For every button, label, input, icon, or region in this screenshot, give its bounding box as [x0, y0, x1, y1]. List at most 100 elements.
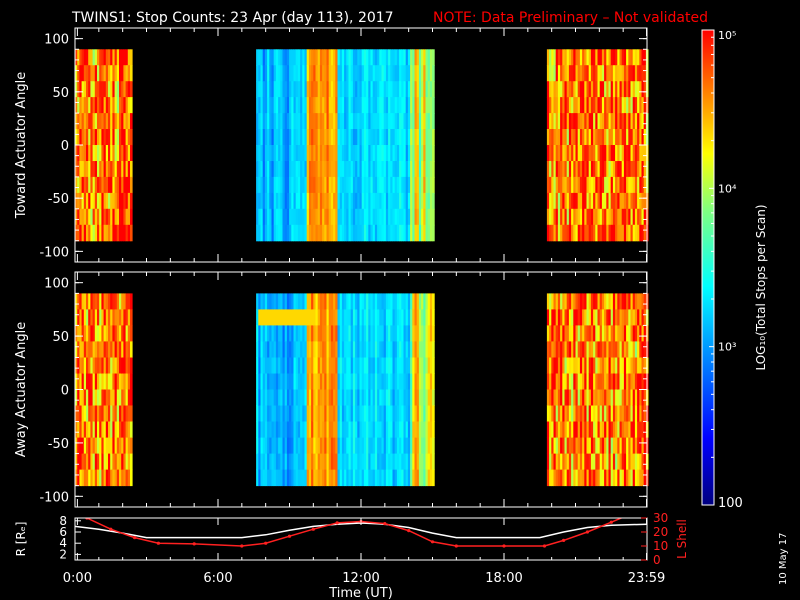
heatmap-cell	[423, 49, 426, 66]
heatmap-cell	[423, 325, 426, 342]
heatmap-cell	[432, 97, 435, 114]
heatmap-cell	[86, 405, 89, 422]
heatmap-cell	[256, 192, 259, 210]
heatmap-cell	[582, 129, 585, 146]
heatmap-cell	[127, 293, 131, 310]
heatmap-cell	[579, 113, 583, 130]
heatmap-cell	[282, 65, 286, 82]
heatmap-cell	[83, 437, 87, 455]
y-tick-label: -100	[39, 490, 69, 505]
heatmap-cell	[418, 65, 422, 82]
heatmap-cell	[568, 421, 572, 438]
heatmap-cell	[258, 145, 261, 162]
heatmap-cell	[405, 129, 409, 146]
heatmap-cell	[370, 341, 374, 358]
heatmap-cell	[599, 293, 603, 310]
heatmap-cell	[119, 421, 122, 438]
heatmap-cell	[127, 469, 131, 487]
heatmap-cell	[577, 389, 581, 406]
heatmap-cell	[593, 325, 596, 342]
heatmap-cell	[339, 161, 343, 178]
heatmap-cell	[116, 405, 120, 422]
heatmap-cell	[412, 309, 415, 326]
heatmap-cell	[610, 129, 614, 146]
heatmap-cell	[599, 145, 603, 162]
heatmap-cell	[333, 81, 336, 98]
heatmap-cell	[306, 357, 310, 374]
heatmap-cell	[306, 113, 310, 130]
heatmap-cell	[300, 192, 303, 210]
heatmap-cell	[297, 65, 301, 82]
heatmap-cell	[313, 113, 316, 130]
heatmap-cell	[621, 81, 625, 98]
heatmap-cell	[295, 129, 299, 146]
heatmap-cell	[588, 437, 592, 455]
heatmap-cell	[350, 129, 354, 146]
heatmap-cell	[304, 389, 308, 406]
heatmap-cell	[560, 325, 563, 342]
heatmap-cell	[381, 357, 385, 374]
heatmap-cell	[326, 49, 330, 66]
heatmap-cell	[293, 389, 297, 406]
heatmap-cell	[77, 113, 80, 130]
heatmap-cell	[407, 389, 411, 406]
heatmap-cell	[388, 325, 391, 342]
heatmap-cell	[632, 65, 636, 82]
heatmap-cell	[105, 389, 109, 406]
heatmap-cell	[421, 49, 424, 66]
heatmap-cell	[405, 176, 409, 194]
heatmap-cell	[308, 405, 312, 422]
heatmap-cell	[392, 161, 396, 178]
heatmap-cell	[588, 405, 592, 422]
heatmap-cell	[626, 208, 629, 226]
heatmap-cell	[628, 309, 631, 326]
heatmap-cell	[412, 325, 415, 342]
heatmap-cell	[361, 161, 365, 178]
heatmap-cell	[553, 325, 557, 342]
heatmap-cell	[341, 224, 345, 242]
heatmap-cell	[83, 81, 87, 98]
heatmap-cell	[352, 208, 356, 226]
heatmap-cell	[630, 65, 634, 82]
heatmap-cell	[282, 357, 286, 374]
heatmap-cell	[123, 65, 126, 82]
heatmap-cell	[623, 437, 627, 455]
heatmap-cell	[368, 453, 371, 471]
heatmap-cell	[297, 208, 301, 226]
heatmap-cell	[75, 309, 78, 326]
heatmap-cell	[339, 405, 343, 422]
heatmap-cell	[337, 97, 341, 114]
heatmap-cell	[410, 208, 413, 226]
heatmap-cell	[623, 453, 627, 471]
heatmap-cell	[81, 208, 85, 226]
heatmap-cell	[546, 325, 550, 342]
heatmap-cell	[628, 405, 631, 422]
heatmap-cell	[313, 405, 316, 422]
heatmap-cell	[568, 161, 572, 178]
heatmap-cell	[370, 208, 374, 226]
heatmap-cell	[282, 373, 286, 390]
heatmap-cell	[121, 208, 124, 226]
heatmap-cell	[427, 325, 431, 342]
heatmap-cell	[401, 309, 404, 326]
heatmap-cell	[370, 49, 374, 66]
heatmap-cell	[127, 97, 131, 114]
heatmap-cell	[262, 208, 266, 226]
heatmap-cell	[94, 469, 98, 487]
heatmap-cell	[119, 325, 122, 342]
heatmap-cell	[549, 325, 552, 342]
heatmap-cell	[410, 373, 413, 390]
heatmap-cell	[610, 469, 614, 487]
heatmap-cell	[262, 453, 266, 471]
heatmap-cell	[105, 49, 109, 66]
heatmap-cell	[571, 208, 574, 226]
heatmap-cell	[260, 421, 264, 438]
heatmap-cell	[597, 161, 601, 178]
heatmap-cell	[335, 113, 338, 130]
heatmap-cell	[306, 421, 310, 438]
heatmap-cell	[551, 405, 554, 422]
heatmap-cell	[597, 145, 601, 162]
heatmap-cell	[315, 293, 319, 310]
heatmap-cell	[637, 389, 640, 406]
